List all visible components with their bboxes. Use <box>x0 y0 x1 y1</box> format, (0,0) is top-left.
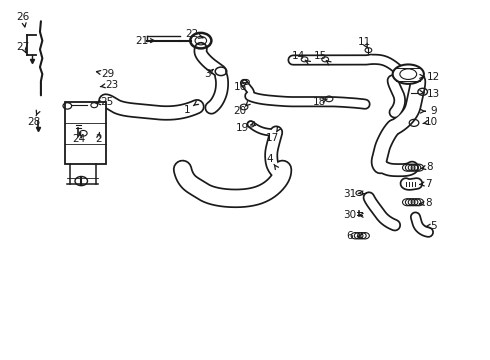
Text: 10: 10 <box>425 117 438 127</box>
Text: 18: 18 <box>313 97 326 107</box>
Text: 14: 14 <box>292 51 305 61</box>
Text: 29: 29 <box>101 69 115 79</box>
Text: 3: 3 <box>204 69 211 79</box>
Text: 24: 24 <box>73 134 86 144</box>
Text: 22: 22 <box>186 29 199 39</box>
Text: 16: 16 <box>234 81 247 91</box>
Text: 5: 5 <box>430 221 437 231</box>
Text: 23: 23 <box>105 80 118 90</box>
Text: 17: 17 <box>266 133 279 143</box>
Text: 25: 25 <box>100 98 114 107</box>
Text: 13: 13 <box>427 89 440 99</box>
Text: 1: 1 <box>184 105 191 115</box>
Text: 27: 27 <box>17 42 30 51</box>
Text: 2: 2 <box>95 134 102 144</box>
Text: 30: 30 <box>343 210 356 220</box>
Text: 28: 28 <box>27 117 40 127</box>
Text: 12: 12 <box>427 72 440 82</box>
Text: 7: 7 <box>425 179 432 189</box>
Text: 9: 9 <box>430 106 437 116</box>
Text: 26: 26 <box>17 12 30 22</box>
FancyBboxPatch shape <box>65 102 106 164</box>
Text: 6: 6 <box>346 231 353 242</box>
Text: 21: 21 <box>135 36 148 46</box>
Text: 15: 15 <box>314 51 327 61</box>
Ellipse shape <box>400 69 416 80</box>
Text: 19: 19 <box>236 123 249 133</box>
Text: 8: 8 <box>425 198 432 208</box>
Text: 11: 11 <box>358 37 371 47</box>
Ellipse shape <box>392 64 424 84</box>
Text: 4: 4 <box>267 154 273 164</box>
Text: 31: 31 <box>343 189 356 199</box>
Text: 8: 8 <box>427 162 433 172</box>
Text: 20: 20 <box>234 106 247 116</box>
